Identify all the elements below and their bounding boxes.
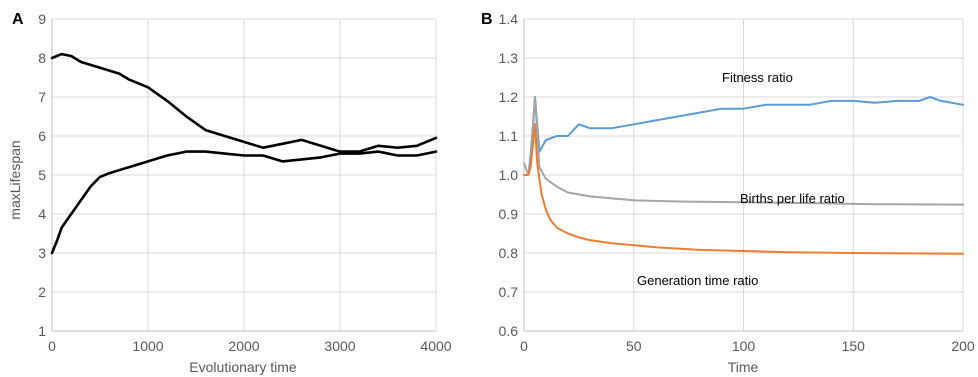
panel-a-y-axis-title: maxLifespan	[7, 140, 23, 219]
panel-b-x-tick-label: 150	[842, 338, 866, 354]
panel-b-x-tick-label: 200	[951, 338, 975, 354]
panel-a-x-tick-label: 3000	[324, 338, 355, 354]
annotation-generation-time-ratio: Generation time ratio	[637, 273, 758, 288]
panel-a-y-tick-label: 3	[38, 245, 46, 261]
panel-a-y-tick-label: 9	[38, 11, 46, 27]
panel-b-grid	[524, 18, 964, 331]
panel-a-x-tick-label: 2000	[228, 338, 259, 354]
panel-b-line-births-per-life-ratio	[523, 96, 964, 206]
panel-b-y-tick-label: 1.4	[499, 11, 519, 27]
panel-b-x-tick-label: 0	[520, 338, 528, 354]
panel-a-y-tick-label: 7	[38, 89, 46, 105]
panel-b-y-tick-label: 0.8	[499, 245, 519, 261]
panel-b-line-fitness-ratio	[523, 96, 964, 176]
panel-b-x-tick-label: 100	[732, 338, 756, 354]
panel-a-y-tick-label: 4	[38, 206, 46, 222]
panel-b-x-axis-title: Time	[728, 359, 759, 375]
panel-a-line-series-1	[50, 52, 438, 153]
panel-a-y-tick-label: 8	[38, 50, 46, 66]
panel-b-x-tick-labels: 0 50 100 150 200	[520, 338, 975, 354]
panel-a-y-tick-label: 1	[38, 323, 46, 339]
panel-b-x-tick-label: 50	[626, 338, 642, 354]
panel-a-x-axis-title: Evolutionary time	[189, 359, 297, 375]
panel-b-y-tick-label: 1.1	[499, 128, 519, 144]
panel-b-line-generation-time-ratio	[523, 123, 964, 255]
panel-a-grid	[52, 18, 437, 331]
panel-a-y-tick-label: 2	[38, 284, 46, 300]
panel-b: 0 50 100 150 200 0.6 0.7 0.8 0.9 1.0 1.1 1.2 1.3 1.4…	[481, 11, 975, 375]
panel-a-x-tick-labels: 0 1000 2000 3000 4000	[48, 338, 452, 354]
panel-a-y-tick-labels: 1 2 3 4 5 6 7 8 9	[38, 11, 46, 339]
panel-b-y-tick-label: 1.0	[499, 167, 519, 183]
panel-a-y-tick-label: 6	[38, 128, 46, 144]
panel-b-y-tick-label: 0.7	[499, 284, 519, 300]
panel-a-x-tick-label: 1000	[132, 338, 163, 354]
panel-a: 0 1000 2000 3000 4000 1 2 3 4 5 6 7 8 9 A Evolutiona…	[7, 11, 452, 375]
annotation-births-per-life-ratio: Births per life ratio	[740, 191, 845, 206]
panel-a-axes	[51, 19, 436, 332]
panel-a-line-series-2	[50, 150, 438, 255]
panel-b-y-tick-label: 0.9	[499, 206, 519, 222]
panel-b-series	[523, 96, 964, 255]
panel-b-y-tick-label: 0.6	[499, 323, 519, 339]
panel-a-y-tick-label: 5	[38, 167, 46, 183]
panel-a-series	[50, 52, 438, 255]
panel-b-label: B	[481, 11, 493, 28]
annotation-fitness-ratio: Fitness ratio	[722, 70, 793, 85]
panel-a-label: A	[12, 11, 24, 28]
panel-b-y-tick-label: 1.3	[499, 50, 519, 66]
panel-b-y-tick-label: 1.2	[499, 89, 519, 105]
panel-a-x-tick-label: 4000	[420, 338, 451, 354]
panel-a-x-tick-label: 0	[48, 338, 56, 354]
panel-b-y-tick-labels: 0.6 0.7 0.8 0.9 1.0 1.1 1.2 1.3 1.4	[499, 11, 519, 339]
